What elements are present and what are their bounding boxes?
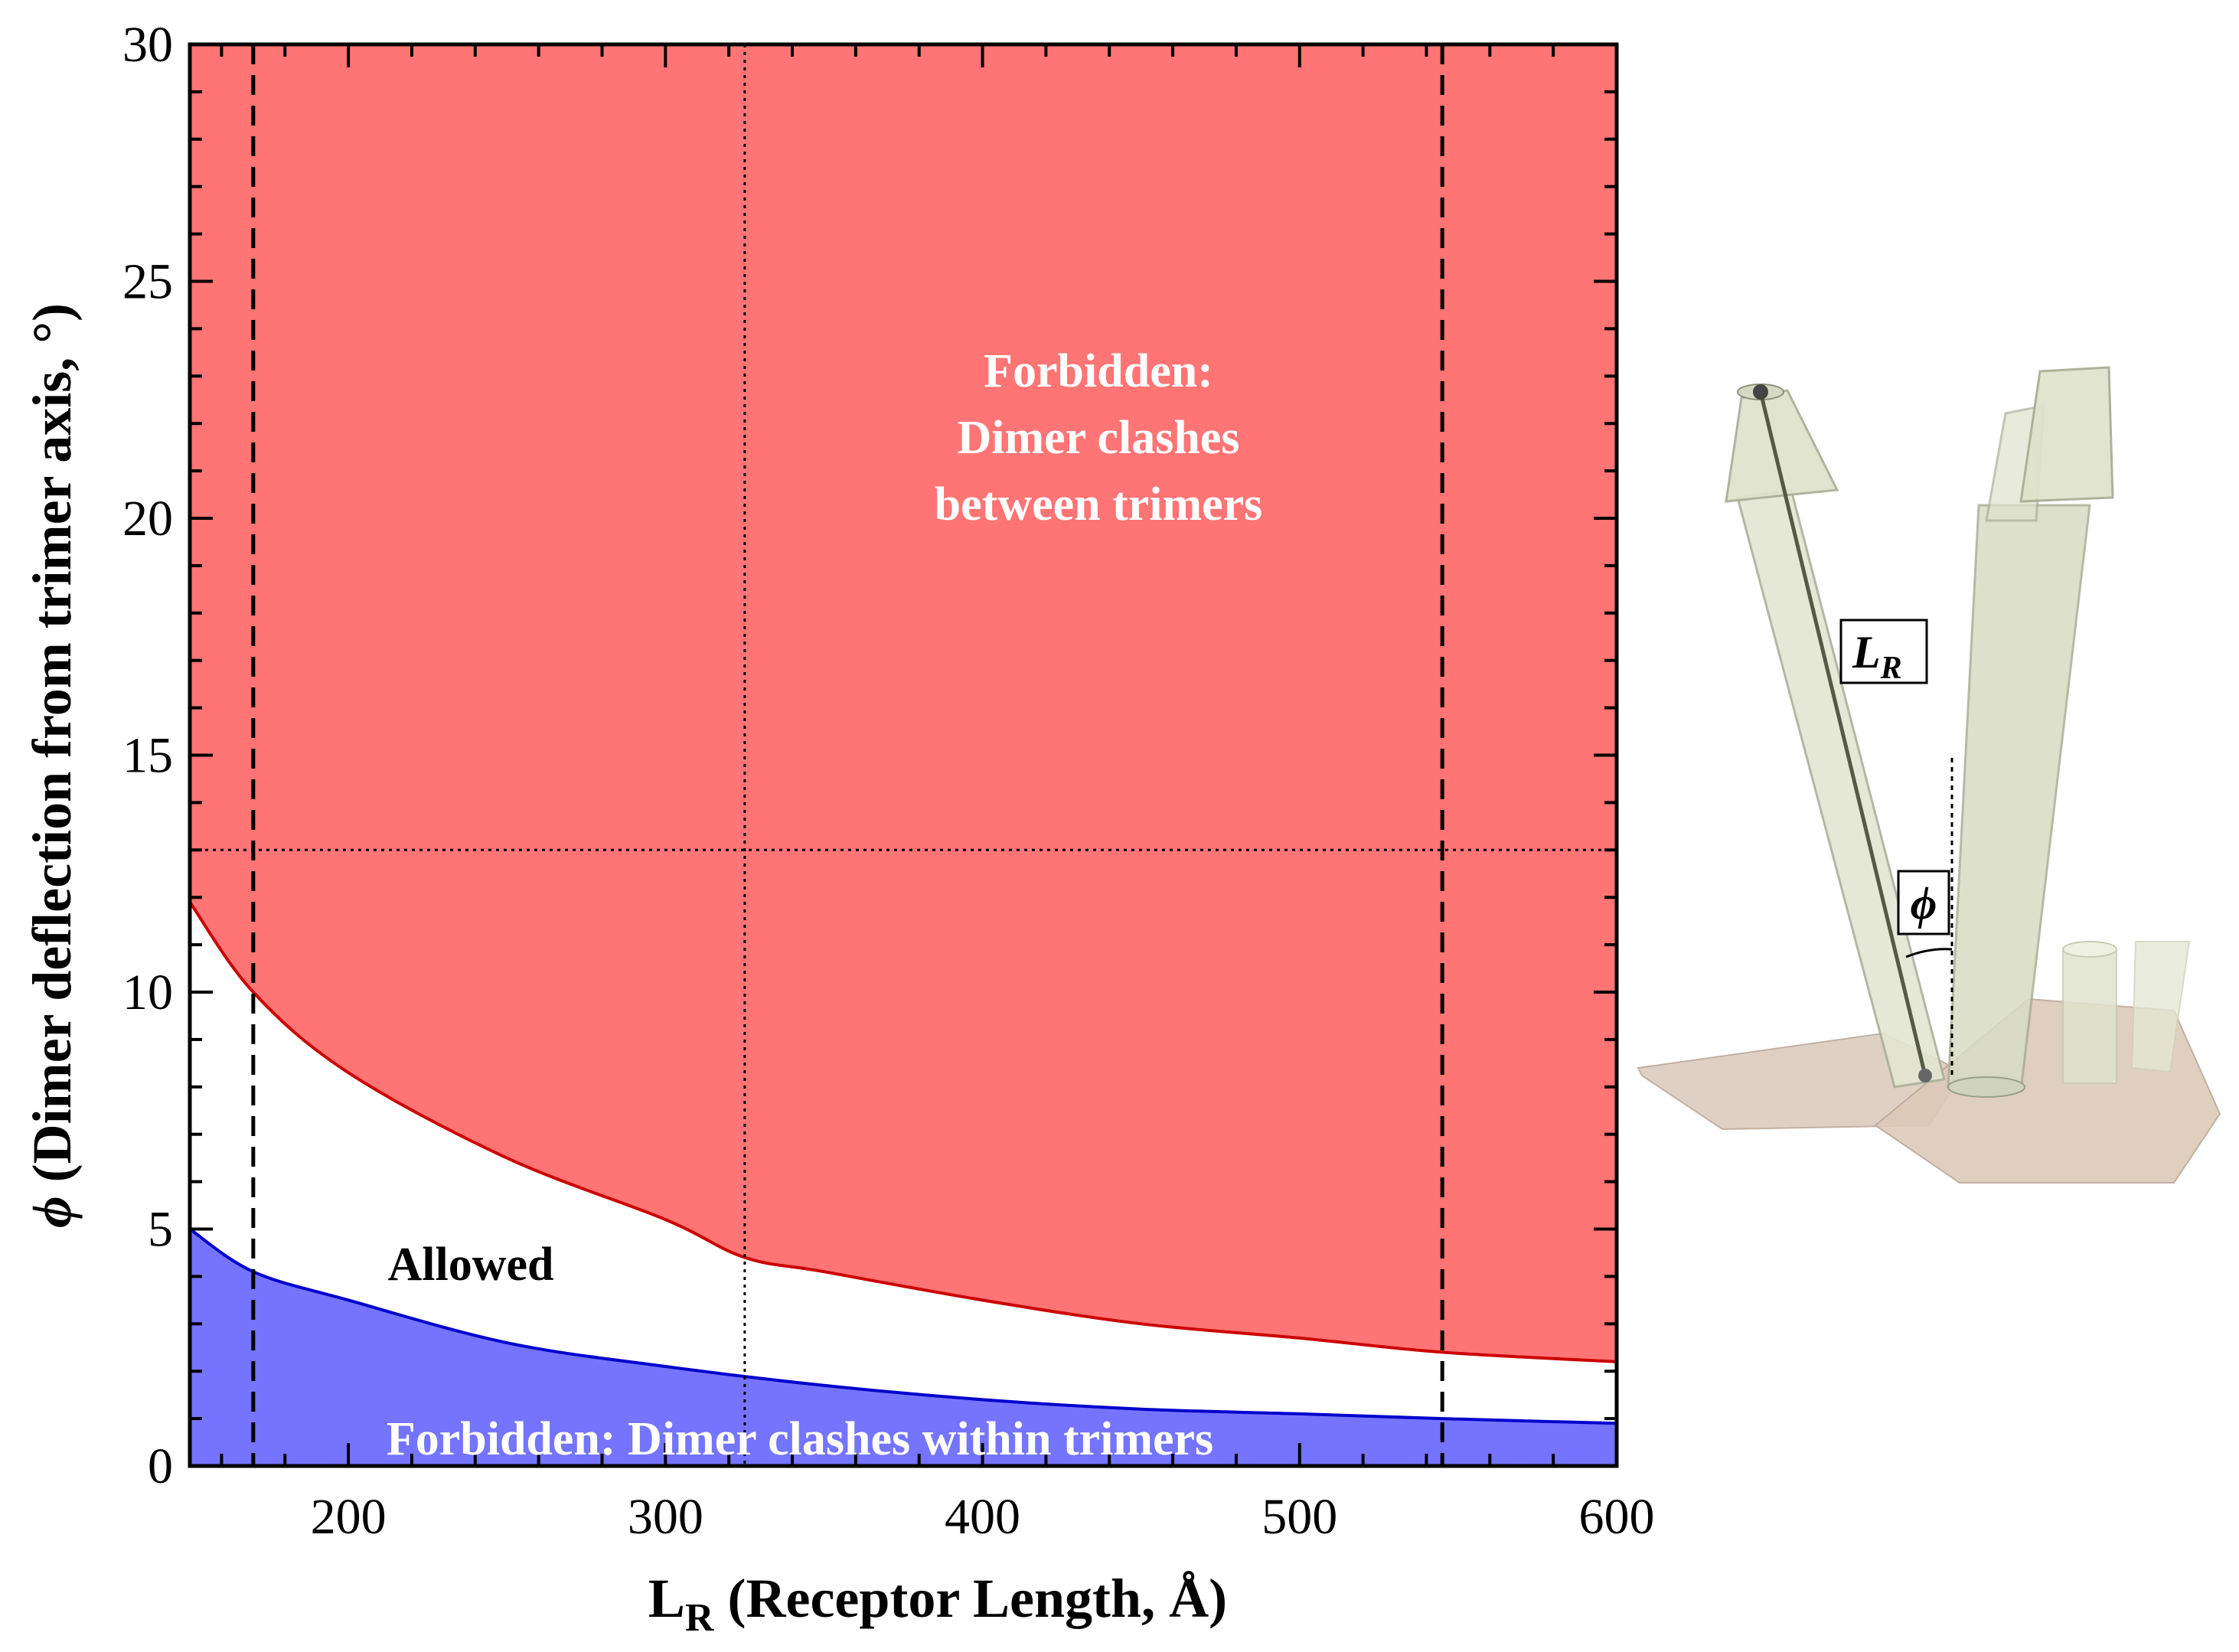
small-cylinders <box>2062 941 2191 1084</box>
y-tick-label: 5 <box>148 1202 173 1258</box>
x-tick-label: 600 <box>1579 1489 1655 1545</box>
x-tick-label: 400 <box>945 1489 1020 1545</box>
plot-area: 200 300 400 500 600 0 5 10 15 20 25 30 Forbidden: D… <box>21 17 1655 1640</box>
receptor-diagram: LR ϕ <box>1637 366 2221 1183</box>
upper-region-label-line-1: Forbidden: <box>984 345 1213 397</box>
lower-forbidden-region <box>190 1229 1617 1466</box>
lower-region-label: Forbidden: Dimer clashes within trimers <box>387 1413 1213 1465</box>
x-tick-label: 200 <box>311 1489 387 1545</box>
allowed-region-label: Allowed <box>388 1239 554 1291</box>
x-axis-title-subscript: R <box>685 1596 715 1640</box>
x-tick-label: 300 <box>628 1489 703 1545</box>
y-tick-label: 0 <box>148 1438 173 1494</box>
upper-region-label-line-2: Dimer clashes <box>957 412 1239 464</box>
y-axis-title: ϕ (Dimer deflection from trimer axis, °) <box>21 303 83 1228</box>
length-label-subscript: R <box>1880 651 1902 686</box>
svg-text:LR: LR <box>1852 627 1902 686</box>
y-tick-label: 25 <box>122 254 173 310</box>
y-tick-label: 15 <box>122 728 173 784</box>
y-tick-label: 30 <box>122 17 173 73</box>
y-tick-label: 20 <box>122 491 173 547</box>
angle-arc <box>1905 948 1953 958</box>
angle-label-text: ϕ <box>1911 878 1937 929</box>
x-axis-title-main: L <box>648 1568 685 1629</box>
upper-boundary-line <box>188 901 1617 1363</box>
axis-ticks: 200 300 400 500 600 0 5 10 15 20 25 30 <box>122 17 1655 1545</box>
y-tick-label: 10 <box>122 965 173 1020</box>
x-axis-title: LR (Receptor Length, Å) <box>648 1568 1227 1640</box>
x-axis-title-rest: (Receptor Length, Å) <box>714 1568 1228 1629</box>
receptor-rod-right <box>1947 366 2114 1098</box>
reference-lines <box>190 44 1617 1466</box>
length-label-main: L <box>1852 627 1881 677</box>
length-label: LR <box>1839 619 1928 686</box>
lower-boundary-line <box>188 1227 1617 1425</box>
upper-forbidden-region <box>190 44 1617 1362</box>
y-axis-title-symbol: ϕ <box>21 1196 83 1228</box>
x-tick-label: 500 <box>1261 1489 1337 1545</box>
y-axis-title-rest: (Dimer deflection from trimer axis, °) <box>21 303 83 1196</box>
angle-label: ϕ <box>1897 870 1950 935</box>
upper-region-label-line-3: between trimers <box>935 478 1263 531</box>
receptor-rod-left <box>1725 384 1946 1089</box>
